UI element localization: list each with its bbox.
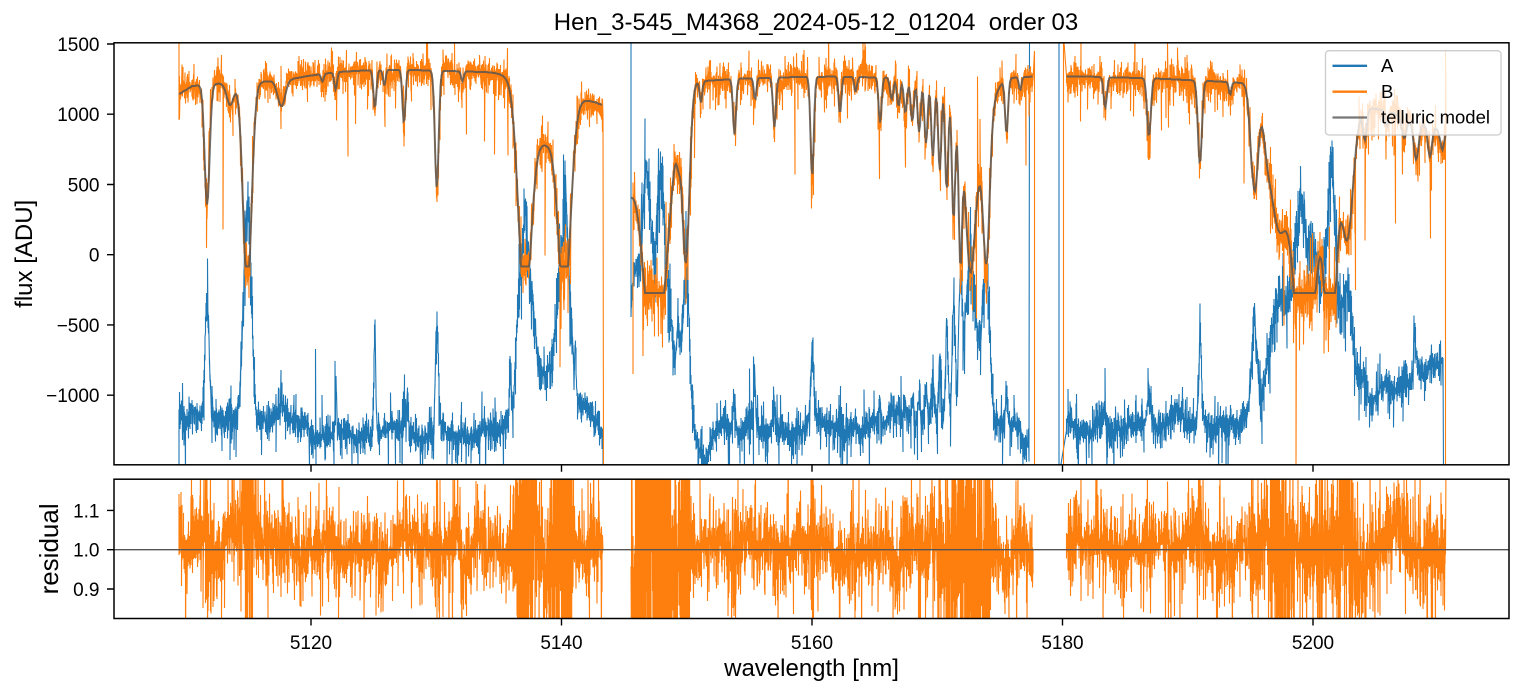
svg-text:residual: residual xyxy=(34,503,64,594)
svg-text:5200: 5200 xyxy=(1292,633,1334,654)
svg-text:0.9: 0.9 xyxy=(73,580,99,601)
svg-text:B: B xyxy=(1381,81,1393,102)
svg-text:telluric model: telluric model xyxy=(1381,107,1490,128)
svg-text:5120: 5120 xyxy=(290,633,332,654)
svg-text:500: 500 xyxy=(68,176,100,197)
svg-text:wavelength [nm]: wavelength [nm] xyxy=(723,655,899,682)
svg-text:5180: 5180 xyxy=(1041,633,1083,654)
svg-text:1.1: 1.1 xyxy=(73,501,99,522)
svg-text:0: 0 xyxy=(89,246,100,267)
svg-text:1.0: 1.0 xyxy=(73,541,99,562)
svg-text:flux [ADU]: flux [ADU] xyxy=(11,200,38,308)
svg-text:Hen_3-545_M4368_2024-05-12_012: Hen_3-545_M4368_2024-05-12_01204 order 0… xyxy=(554,9,1078,36)
svg-text:1500: 1500 xyxy=(57,35,99,56)
svg-text:A: A xyxy=(1381,55,1394,76)
svg-text:−500: −500 xyxy=(57,316,100,337)
svg-text:1000: 1000 xyxy=(57,105,99,126)
svg-text:5140: 5140 xyxy=(540,633,582,654)
svg-text:5160: 5160 xyxy=(791,633,833,654)
svg-text:−1000: −1000 xyxy=(46,386,99,407)
